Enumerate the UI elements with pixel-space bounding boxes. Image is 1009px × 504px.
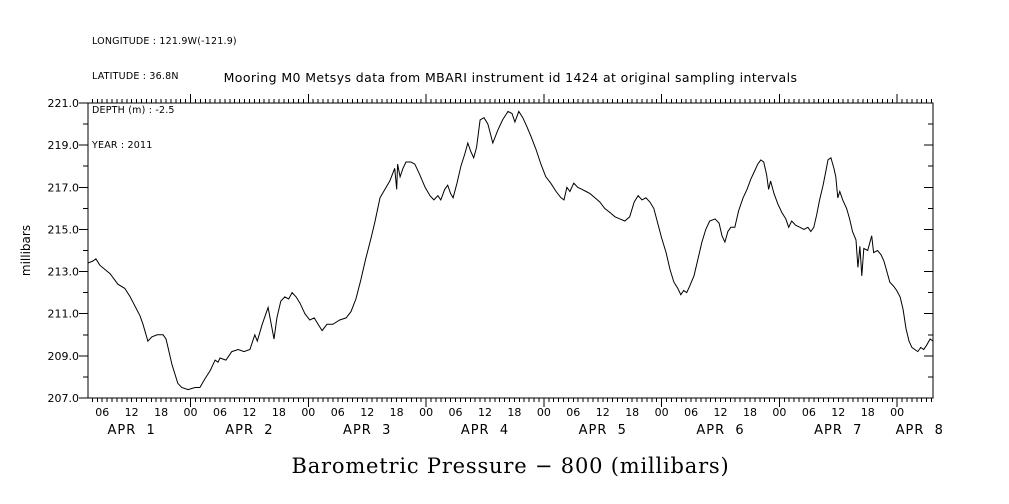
svg-text:215.0: 215.0 [48, 223, 80, 236]
header-year: YEAR : 2011 [92, 139, 153, 151]
hour-tick-labels: 06 12 18 00 06 12 18 00 06 12 18 00 06 12 18 00 06 12 18 00… [95, 406, 904, 419]
svg-text:12: 12 [125, 406, 139, 419]
coords-header: LONGITUDE : 121.9W(-121.9) LATITUDE : 36… [92, 13, 237, 174]
pressure-series-line [87, 110, 934, 391]
svg-text:00: 00 [184, 406, 198, 419]
svg-text:06: 06 [684, 406, 698, 419]
svg-text:00: 00 [772, 406, 786, 419]
svg-text:12: 12 [478, 406, 492, 419]
svg-text:207.0: 207.0 [48, 392, 80, 405]
svg-text:18: 18 [743, 406, 757, 419]
svg-text:12: 12 [360, 406, 374, 419]
svg-text:06: 06 [213, 406, 227, 419]
svg-text:APR 4: APR 4 [461, 423, 509, 438]
chart-title: Mooring M0 Metsys data from MBARI instru… [223, 70, 798, 85]
svg-text:APR 7: APR 7 [814, 423, 862, 438]
svg-text:18: 18 [272, 406, 286, 419]
svg-text:18: 18 [154, 406, 168, 419]
svg-text:18: 18 [861, 406, 875, 419]
axes-frame [87, 102, 934, 399]
y-axis-ticks [79, 102, 933, 399]
svg-text:APR 6: APR 6 [696, 423, 744, 438]
svg-text:12: 12 [714, 406, 728, 419]
svg-text:217.0: 217.0 [48, 181, 80, 194]
svg-text:213.0: 213.0 [48, 266, 80, 279]
header-depth: DEPTH (m) : -2.5 [92, 105, 175, 116]
day-labels: APR 1 APR 2 APR 3 APR 4 APR 5 APR 6 APR 7 APR 8 [108, 423, 944, 438]
svg-text:209.0: 209.0 [48, 350, 80, 363]
svg-text:06: 06 [802, 406, 816, 419]
header-longitude: LONGITUDE : 121.9W(-121.9) [92, 36, 237, 47]
svg-text:219.0: 219.0 [48, 139, 80, 152]
svg-text:06: 06 [331, 406, 345, 419]
svg-text:00: 00 [655, 406, 669, 419]
header-latitude: LATITUDE : 36.8N [92, 70, 179, 82]
svg-text:221.0: 221.0 [48, 97, 80, 110]
svg-text:12: 12 [242, 406, 256, 419]
svg-text:APR 5: APR 5 [579, 423, 627, 438]
svg-text:00: 00 [537, 406, 551, 419]
svg-text:06: 06 [95, 406, 109, 419]
svg-text:12: 12 [596, 406, 610, 419]
svg-text:12: 12 [831, 406, 845, 419]
svg-text:211.0: 211.0 [48, 308, 80, 321]
svg-text:06: 06 [566, 406, 580, 419]
y-tick-labels: 207.0 209.0 211.0 213.0 215.0 217.0 219.0 221.0 [48, 97, 80, 405]
x-axis-ticks [91, 94, 933, 407]
y-axis-title: millibars [19, 225, 33, 276]
svg-text:00: 00 [890, 406, 904, 419]
svg-text:00: 00 [301, 406, 315, 419]
svg-text:00: 00 [419, 406, 433, 419]
svg-text:APR 1: APR 1 [108, 423, 156, 438]
svg-text:APR 3: APR 3 [343, 423, 391, 438]
svg-text:18: 18 [507, 406, 521, 419]
svg-text:APR 8: APR 8 [896, 423, 944, 438]
svg-text:18: 18 [390, 406, 404, 419]
svg-text:APR 2: APR 2 [225, 423, 273, 438]
x-axis-title: Barometric Pressure − 800 (millibars) [291, 454, 730, 478]
svg-text:06: 06 [449, 406, 463, 419]
svg-text:18: 18 [625, 406, 639, 419]
